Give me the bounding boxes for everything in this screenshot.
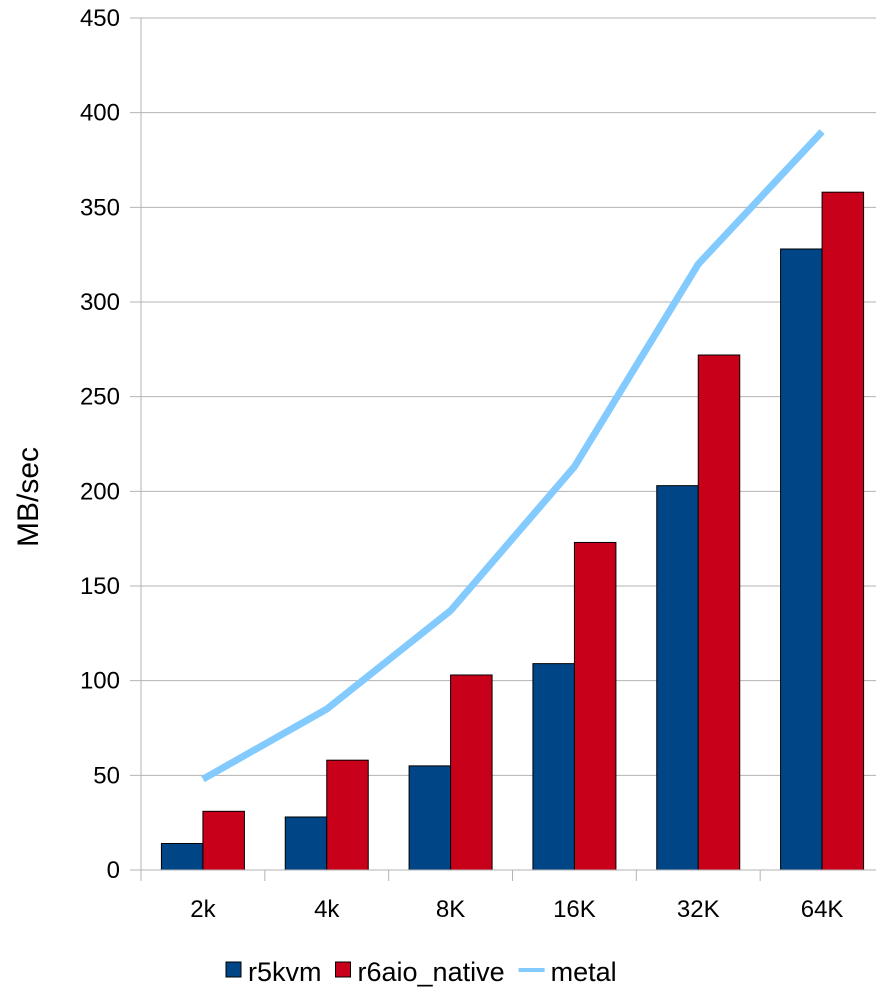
bar-r5kvm	[160, 842, 204, 871]
bar-r6aio_native	[697, 354, 741, 871]
tick-labels: 0 50 100 150 200 250 300 350 400 450 2k 4k 8K 16K 32K 6…	[80, 5, 843, 923]
legend-swatch	[225, 961, 242, 978]
bar-r5kvm	[284, 816, 328, 871]
bar-r5kvm	[408, 765, 452, 871]
x-tick-label: 32K	[677, 896, 720, 923]
legend-label: r5kvm	[248, 957, 322, 987]
y-tick-label: 450	[80, 5, 120, 32]
bars	[160, 191, 865, 871]
y-tick-label: 250	[80, 384, 120, 411]
line-metal	[201, 129, 825, 783]
bar-r6aio_native	[573, 541, 617, 871]
line-series	[201, 129, 825, 783]
y-tick-label: 350	[80, 194, 120, 221]
x-tick-label: 16K	[553, 896, 596, 923]
bar-r6aio_native	[450, 674, 493, 871]
legend: r5kvm r6aio_native metal	[225, 957, 617, 987]
bar-r5kvm	[780, 248, 823, 871]
y-tick-label: 100	[80, 668, 120, 695]
x-tick-label: 64K	[801, 896, 844, 923]
bar-r6aio_native	[821, 191, 865, 871]
y-tick-label: 200	[80, 478, 120, 505]
bar-r5kvm	[656, 485, 699, 871]
bar-r6aio_native	[326, 759, 369, 871]
legend-swatch	[335, 961, 351, 978]
axes	[130, 17, 876, 881]
y-tick-label: 50	[93, 762, 120, 789]
legend-label: r6aio_native	[358, 957, 505, 987]
gridlines	[141, 17, 876, 776]
x-tick-label: 2k	[190, 896, 216, 923]
x-tick-label: 4k	[314, 896, 340, 923]
y-tick-label: 400	[80, 100, 120, 127]
bar-r5kvm	[532, 663, 575, 871]
y-tick-label: 300	[80, 289, 120, 316]
legend-label: metal	[551, 957, 617, 987]
x-tick-label: 8K	[436, 896, 465, 923]
y-tick-label: 150	[80, 573, 120, 600]
bar-r6aio_native	[202, 810, 245, 871]
y-tick-label: 0	[107, 857, 120, 884]
y-axis-label: MB/sec	[12, 447, 45, 547]
